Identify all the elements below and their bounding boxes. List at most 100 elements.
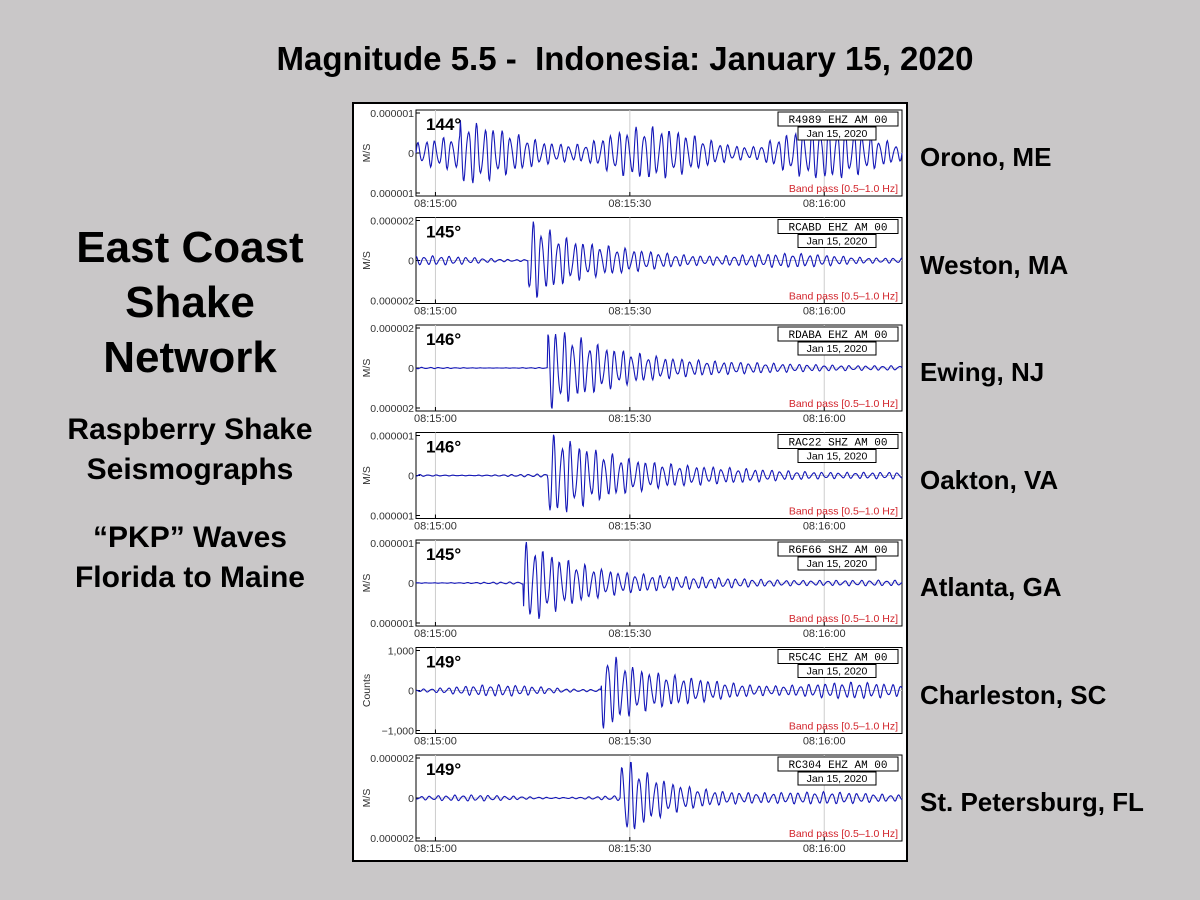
y-tick-label: 0 [408, 578, 414, 590]
seismogram-chart: 0.000001 0 0.000001 M/S 08:15:00 08:15:30 08:1… [361, 108, 903, 855]
station-label: Oakton, VA [920, 464, 1059, 495]
distance-label: 146° [426, 330, 461, 349]
network-title-line: East Coast [76, 223, 304, 272]
station-label: Ewing, NJ [920, 357, 1045, 387]
channel-box [777, 541, 899, 557]
subtitle-line: Raspberry Shake [67, 413, 313, 446]
date-box [797, 234, 877, 248]
filter-label: Band pass [0.5–1.0 Hz] [789, 721, 898, 733]
y-axis-label: Counts [361, 674, 373, 707]
distance-label: 146° [426, 438, 461, 457]
channel-box [777, 111, 899, 127]
y-tick-label: 0.000002 [370, 403, 414, 415]
date-box [797, 556, 877, 571]
distance-label: 149° [426, 760, 461, 779]
network-title-line: Shake [125, 278, 255, 327]
x-tick-label: 08:15:30 [608, 521, 651, 533]
channel-label: R6F66 SHZ AM 00 [788, 545, 887, 557]
date-label: Jan 15, 2020 [807, 451, 868, 463]
x-tick-label: 08:15:00 [414, 628, 457, 640]
station-label: Weston, MA [920, 249, 1069, 280]
y-tick-label: 0.000002 [370, 323, 414, 335]
filter-label: Band pass [0.5–1.0 Hz] [789, 291, 898, 303]
y-tick-label: 0 [408, 793, 414, 805]
x-tick-label: 08:15:00 [414, 843, 457, 855]
station-label: Orono, ME [920, 142, 1052, 172]
y-tick-label: 0.000002 [370, 753, 414, 765]
y-tick-label: 0.000001 [370, 618, 414, 630]
channel-label: RC304 EHZ AM 00 [788, 760, 887, 772]
date-box [797, 771, 877, 786]
y-tick-label: 0 [408, 148, 414, 160]
x-tick-label: 08:16:00 [803, 843, 846, 855]
waves-line: Florida to Maine [74, 561, 305, 594]
waves-line: “PKP” Waves [93, 521, 287, 554]
network-subtitle: Raspberry Shake Seismographs [20, 410, 360, 490]
channel-label: RDABA EHZ AM 00 [788, 330, 887, 342]
distance-label: 145° [426, 545, 461, 564]
x-tick-label: 08:15:30 [608, 628, 651, 640]
filter-label: Band pass [0.5–1.0 Hz] [789, 183, 898, 195]
waveform-trace [415, 656, 903, 729]
waves-description: “PKP” Waves Florida to Maine [20, 518, 360, 598]
x-tick-label: 08:15:30 [608, 843, 651, 855]
y-axis-label: M/S [361, 144, 373, 163]
date-box [797, 126, 877, 141]
channel-box [777, 649, 899, 664]
y-tick-label: 0.000001 [370, 538, 414, 550]
station-label: Atlanta, GA [920, 572, 1062, 602]
x-tick-label: 08:15:00 [414, 736, 457, 748]
date-label: Jan 15, 2020 [807, 128, 868, 140]
network-title-line: Network [103, 333, 277, 382]
y-tick-label: 1,000 [388, 646, 414, 658]
x-tick-label: 08:15:00 [414, 521, 457, 533]
date-box [797, 664, 877, 678]
channel-box [777, 326, 899, 342]
y-tick-label: −1,000 [382, 726, 415, 738]
x-tick-label: 08:15:00 [414, 413, 457, 425]
y-axis-label: M/S [361, 466, 373, 485]
waveform-trace [415, 332, 903, 409]
y-axis-label: M/S [361, 574, 373, 593]
x-tick-label: 08:16:00 [803, 413, 846, 425]
x-tick-label: 08:16:00 [803, 198, 846, 210]
y-tick-label: 0 [408, 256, 414, 268]
y-tick-label: 0 [408, 471, 414, 483]
channel-box [777, 756, 899, 772]
x-tick-label: 08:16:00 [803, 521, 846, 533]
y-tick-label: 0.000001 [370, 511, 414, 523]
x-tick-label: 08:15:30 [608, 413, 651, 425]
filter-label: Band pass [0.5–1.0 Hz] [789, 828, 898, 840]
y-tick-label: 0 [408, 686, 414, 698]
channel-label: RCABD EHZ AM 00 [788, 223, 887, 235]
subtitle-line: Seismographs [86, 453, 294, 486]
channel-label: RAC22 SHZ AM 00 [788, 438, 887, 450]
distance-label: 149° [426, 653, 461, 672]
date-label: Jan 15, 2020 [807, 773, 868, 785]
y-axis-label: M/S [361, 789, 373, 808]
distance-label: 144° [426, 115, 461, 134]
x-tick-label: 08:15:30 [608, 736, 651, 748]
x-tick-label: 08:15:30 [608, 198, 651, 210]
y-tick-label: 0.000001 [370, 108, 414, 120]
y-tick-label: 0.000002 [370, 216, 414, 228]
filter-label: Band pass [0.5–1.0 Hz] [789, 613, 898, 625]
y-axis-label: M/S [361, 251, 373, 270]
x-tick-label: 08:15:30 [608, 306, 651, 318]
network-title: East Coast Shake Network [20, 220, 360, 385]
x-tick-label: 08:16:00 [803, 306, 846, 318]
page-title: Magnitude 5.5 - Indonesia: January 15, 2… [276, 40, 974, 77]
waveform-trace [415, 434, 903, 513]
date-label: Jan 15, 2020 [807, 558, 868, 570]
date-label: Jan 15, 2020 [807, 666, 868, 678]
x-tick-label: 08:16:00 [803, 628, 846, 640]
y-tick-label: 0 [408, 363, 414, 375]
channel-label: R5C4C EHZ AM 00 [788, 653, 887, 665]
x-tick-label: 08:15:00 [414, 198, 457, 210]
y-tick-label: 0.000002 [370, 296, 414, 308]
x-tick-label: 08:16:00 [803, 736, 846, 748]
seismogram-figure: 0.000001 0 0.000001 M/S 08:15:00 08:15:30 08:1… [352, 102, 908, 862]
channel-box [777, 219, 899, 234]
filter-label: Band pass [0.5–1.0 Hz] [789, 506, 898, 518]
distance-label: 145° [426, 223, 461, 242]
